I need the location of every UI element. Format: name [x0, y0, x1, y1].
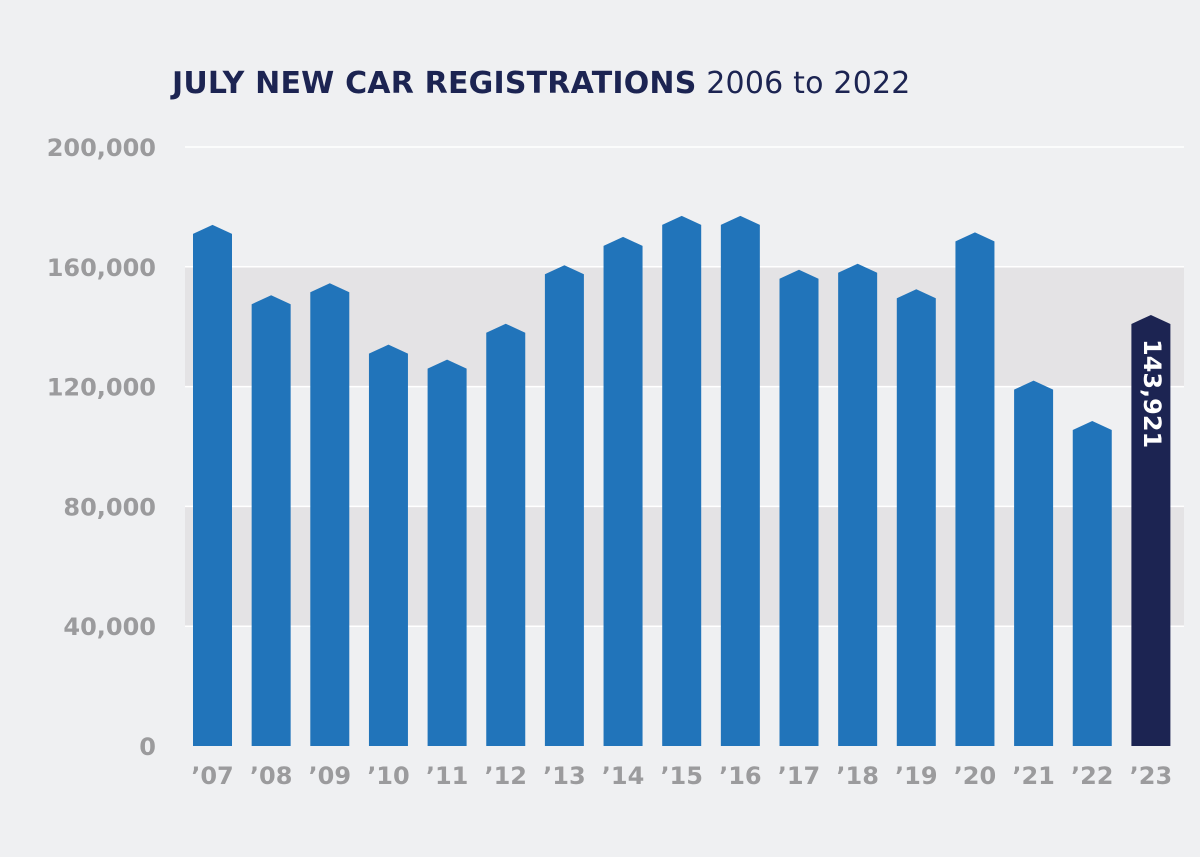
x-tick-label: ’16	[719, 762, 762, 790]
bar	[427, 359, 467, 746]
x-tick-label: ’07	[191, 762, 234, 790]
x-tick-label: ’23	[1130, 762, 1173, 790]
bar-highlight	[1131, 314, 1171, 746]
bar	[896, 289, 936, 746]
bar	[720, 215, 760, 746]
y-tick-label: 120,000	[47, 374, 156, 402]
x-tick-label: ’10	[367, 762, 410, 790]
x-tick-label: ’21	[1012, 762, 1055, 790]
data-label-highlight: 143,921	[1138, 339, 1166, 448]
bar	[1014, 380, 1054, 746]
y-tick-label: 200,000	[47, 134, 156, 162]
x-tick-label: ’20	[954, 762, 997, 790]
x-tick-label: ’11	[426, 762, 469, 790]
bar	[193, 224, 232, 746]
x-tick-label: ’08	[250, 762, 293, 790]
x-tick-label: ’22	[1071, 762, 1114, 790]
x-tick-label: ’15	[660, 762, 703, 790]
x-tick-label: ’18	[836, 762, 879, 790]
bar	[486, 323, 526, 746]
bar	[544, 265, 584, 746]
bar	[662, 215, 702, 746]
bar	[603, 236, 643, 746]
chart-title: JULY NEW CAR REGISTRATIONS 2006 to 2022	[172, 66, 911, 101]
x-tick-label: ’09	[309, 762, 352, 790]
x-tick-label: ’12	[484, 762, 527, 790]
chart-title-main: JULY NEW CAR REGISTRATIONS	[172, 66, 697, 101]
bar	[251, 295, 291, 746]
x-tick-label: ’13	[543, 762, 586, 790]
bar	[1072, 421, 1112, 746]
bar	[838, 263, 878, 746]
bar	[310, 283, 350, 746]
y-tick-label: 80,000	[63, 493, 156, 521]
y-tick-label: 40,000	[63, 613, 156, 641]
bar	[368, 344, 408, 746]
y-tick-label: 0	[139, 733, 156, 761]
chart-title-range: 2006 to 2022	[696, 66, 911, 101]
x-tick-label: ’17	[778, 762, 821, 790]
y-tick-label: 160,000	[47, 254, 156, 282]
x-tick-label: ’14	[602, 762, 645, 790]
bar	[955, 232, 995, 747]
bar	[779, 269, 819, 746]
x-tick-label: ’19	[895, 762, 938, 790]
